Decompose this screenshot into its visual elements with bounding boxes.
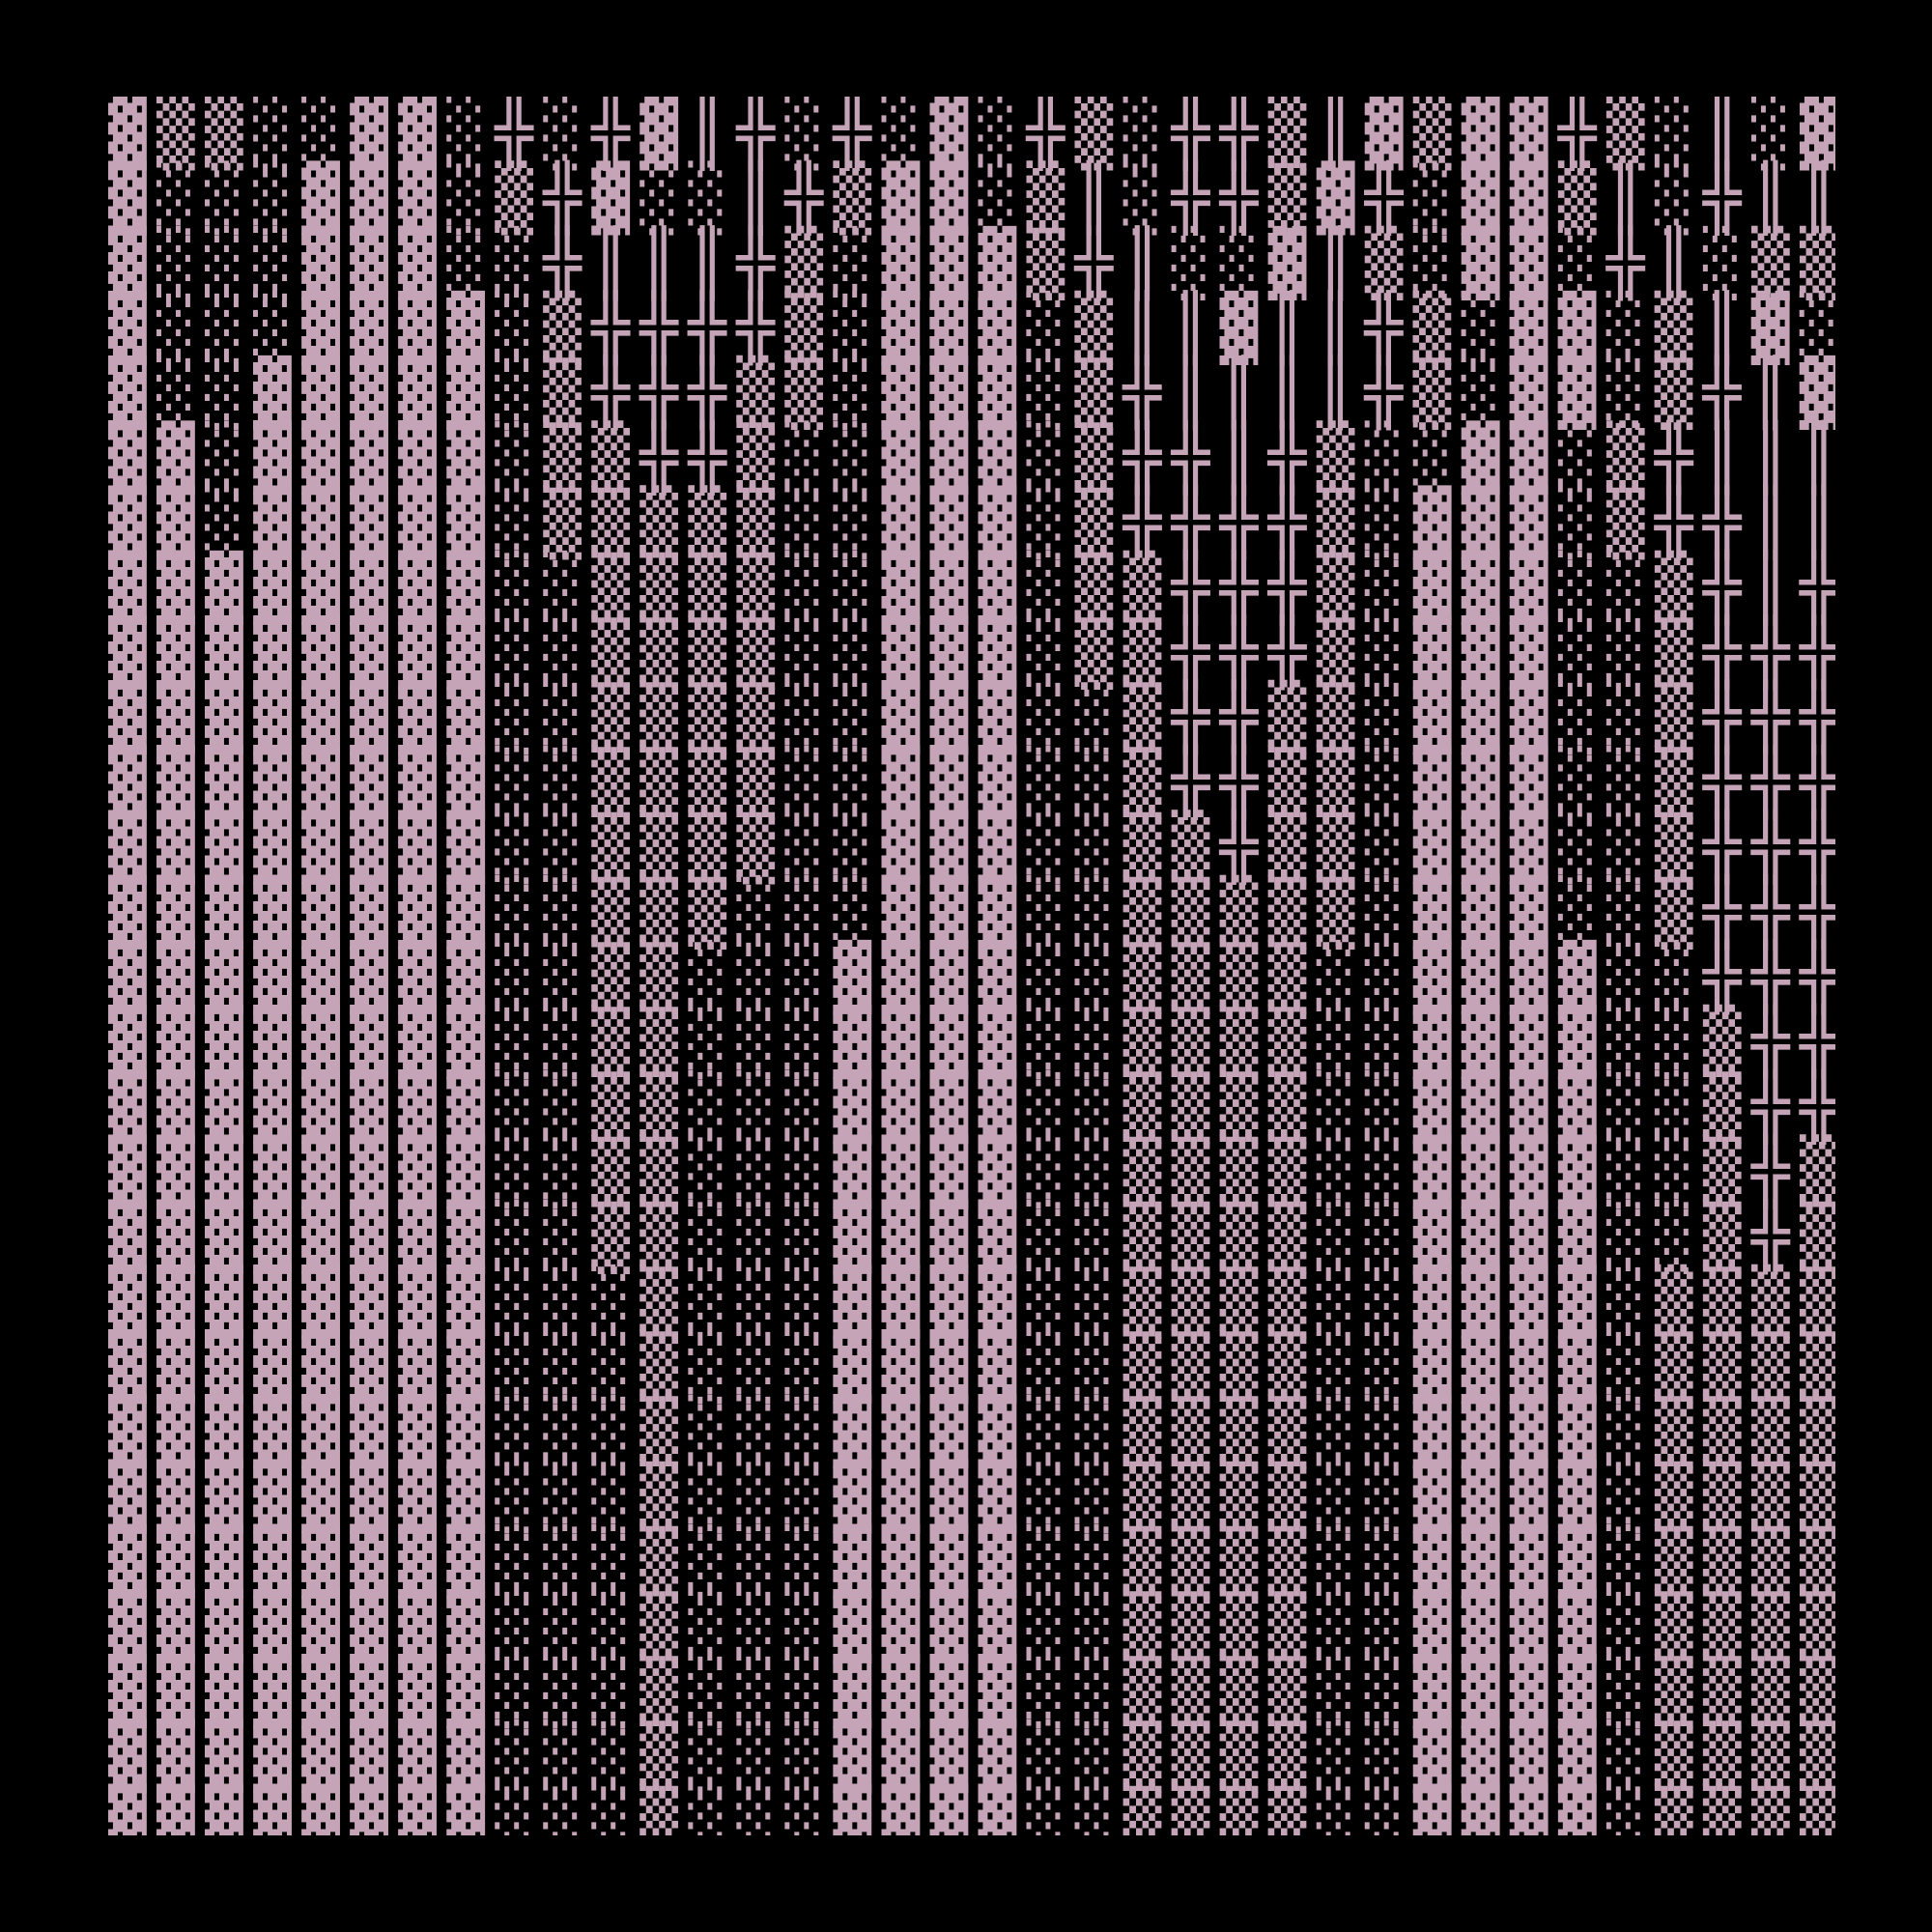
art-row: ▓▓▓▓▓▓▓▓░░▒▒▒▒░░▓▓▓░▒▒╬╬╬▒░▓▓▓░░▒╬╬╬: [108, 614, 1887, 691]
art-row: ▓▒▒░░▓▓░╬░╬▓║╬░╬░▓░╬▒░╬╬▒║▓▒▓▓╬▒░║░▓░ [108, 95, 1887, 171]
art-row: ▓▓▓▓▓▓▓▓░░▒▒░░░▓▓▓▓░░▒▒▒▒░░▓▓▓▓░░▒╬╬░ [108, 1068, 1887, 1145]
art-row: ▓▓▓▓▓▓▓▓░░▒▒▒░░░▓▓▓░░▒▒▒▒▒░▓▓▓░░▒╬╬╬░ [108, 874, 1887, 951]
art-row: ▓▓▓▓▓▓▓▓░░▒▒░░░▓▓▓▓░░▒▒▒▒░░▓▓▓▓░░▒╬▒░ [108, 1134, 1887, 1210]
art-row: ▓▓▓▓▓▓▓▓░░░▒░░░▓▓▓▓░░▒▒▒▒░░▓▓▓▓░▒▒▒▒░ [108, 1523, 1887, 1599]
art-row: ▓▓▓▓▓▓▓▓░░▒▒▒▒░░▓▓▓░░▒╬╬▒▒░▓▓▓░░▒╬╬╬░ [108, 679, 1887, 755]
art-row: ▓▓▓▓▓▓▓▓░░░▒░░░▓▓▓▓░░▒▒▒▒░░▓▓▓▓░▒▒▒▒░ [108, 1588, 1887, 1663]
art-row: ▓▓▓▓▓▓▓▓░░░▒░░░▓▓▓▓░░▒▒▒▒░░▓▓▓▓░▒▒▒▒░ [108, 1264, 1887, 1339]
art-row: ▓▓░▓▓▓▓▓░▒▒▒▒▒░░▓▓▓░▒╬╬╬╬▒░▓▓▓░▒╬╬║║: [108, 485, 1887, 561]
art-row: ▓▓▓▓▓▓▓▓░░░▒░░░▓▓▓▓░░▒▒▒▒░░▓▓▓▓░▒▒▒▒░ [108, 1328, 1887, 1404]
art-row: ▓▓▓▓▓▓▓▓░░▒▒▒▒░░▓▓▓░░▒╬╬▒▒░▓▓▓░░▒╬╬╬░ [108, 744, 1887, 820]
art-row: ▓▓▓▓▓▓▓▓░░▒▒░░░▓▓▓▓░░▒▒▒▒░░▓▓▓▓░░▒╬╬░ [108, 1004, 1887, 1080]
art-row: ▓░░░▓▓▓░░╬║║║╬▒░▓▓▓▒╬║░░▓║▒░▓▓░╬║░▒▒▓ [108, 225, 1887, 301]
art-row: ▓▓▓▓▓▓▓▓░░▒▒░░░▓▓▓▓░░▒▒▒▒░░▓▓▓▓░░▒╬▒░ [108, 1199, 1887, 1275]
art-row: ▓▓░▓▓▓▓▓░▒▒╬╬▒░░▓▓▓░▒╬╬║╬▒░░▓▓░▒╬║║║: [108, 419, 1887, 496]
art-row: ▓▓▓▓▓▓▓▓░░░▒░░░▓▓▓▓░░▒▒▒▒░░▓▓▓▓░▒▒▒▒░ [108, 1718, 1887, 1793]
art-row: ▓▓▓▓▓▓▓▓░░▒▒▒▒░░▓▓▓░▒▒╬╬╬▒░▓▓▓░░▒╬║╬: [108, 550, 1887, 626]
art-row: ▓▓▓▓▓▓▓▓░░▒▒▒▒░░▓▓▓░░▒▒╬▒▒░▓▓▓░░▒╬╬╬░ [108, 810, 1887, 886]
art-row: ▓▓▓▓▓▓▓▓░░▒▒░░░▓▓▓▓░░▒▒▒▒░░▓▓▓▓░░╬╬╬░ [108, 939, 1887, 1015]
art-row: ▓░░░▓▓▓░▒╬▓░░║╬▒▓▓░▒║░╬╬▒▓╬░▓▓▒║░╬║║░ [108, 160, 1887, 237]
art-row: ▓▓▓▓▓▓▓▓░░░▒░░░▓▓▓▓░░▒▒▒▒░░▓▓▓▓░▒▒▒▒░ [108, 1393, 1887, 1468]
art-row: ▓▓▓▓▓▓▓▓░░░▒░░░▓▓▓▓░░▒▒▒▒░░▓▓▓▓░▒▒▒▒░ [108, 1653, 1887, 1728]
art-row: ▓▓▓▓▓▓▓▓░░░▒░░░▓▓▓▓░░▒▒▒▒░░▓▓▓▓░▒▒▒▒░ [108, 1459, 1887, 1534]
